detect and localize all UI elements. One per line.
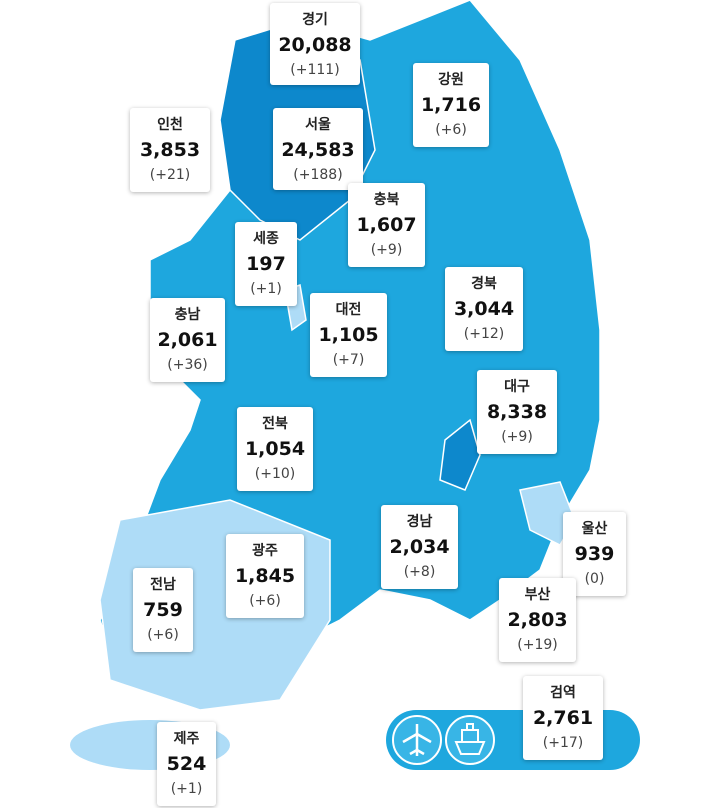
- ship-glyph: [454, 723, 486, 755]
- region-total: 2,803: [507, 609, 568, 631]
- region-card: 광주 1,845 (+6): [226, 534, 304, 618]
- region-change: (+21): [149, 167, 191, 183]
- region-name: 대구: [504, 379, 530, 395]
- region-total: 1,054: [244, 438, 306, 460]
- region-card: 부산 2,803 (+19): [499, 578, 576, 662]
- region-card: 세종 197 (+1): [235, 222, 297, 306]
- region-name: 제주: [173, 731, 200, 747]
- region-total: 524: [166, 753, 207, 775]
- region-total: 1,845: [234, 565, 296, 587]
- region-card: 인천 3,853 (+21): [130, 108, 210, 192]
- region-card: 강원 1,716 (+6): [413, 63, 489, 147]
- region-name: 전남: [150, 577, 176, 593]
- region-change: (+8): [403, 564, 436, 580]
- region-total: 8,338: [486, 401, 548, 423]
- airplane-glyph: [402, 724, 432, 756]
- region-change: (+36): [167, 357, 208, 373]
- region-name: 대전: [335, 302, 362, 318]
- region-total: 197: [246, 253, 286, 275]
- region-change: (+6): [435, 122, 467, 138]
- region-name: 검역: [550, 685, 576, 701]
- region-card: 제주 524 (+1): [157, 722, 216, 806]
- region-name: 경북: [471, 276, 497, 292]
- region-change: (+9): [501, 429, 533, 445]
- region-change: (+12): [463, 326, 505, 342]
- region-total: 939: [574, 543, 615, 565]
- region-card: 대구 8,338 (+9): [477, 370, 557, 454]
- region-change: (+1): [170, 781, 203, 797]
- region-name: 경기: [302, 12, 328, 28]
- region-change: (+9): [370, 242, 403, 258]
- region-card: 검역 2,761 (+17): [523, 676, 603, 760]
- region-change: (+1): [250, 281, 282, 297]
- region-change: (+7): [332, 352, 365, 368]
- daegu-area: [439, 418, 481, 491]
- region-total: 2,761: [532, 707, 594, 729]
- region-card: 충북 1,607 (+9): [348, 183, 425, 267]
- region-card: 경북 3,044 (+12): [445, 267, 523, 351]
- region-change: (+6): [249, 593, 281, 609]
- ship-icon: [445, 715, 495, 765]
- region-change: (+188): [293, 167, 343, 183]
- region-name: 울산: [581, 521, 608, 537]
- region-card: 전북 1,054 (+10): [237, 407, 313, 491]
- region-name: 서울: [305, 117, 331, 133]
- region-total: 3,853: [139, 139, 201, 161]
- region-total: 1,105: [318, 324, 379, 346]
- region-name: 광주: [252, 543, 278, 559]
- region-total: 1,607: [356, 214, 417, 236]
- region-card: 경기 20,088 (+111): [270, 3, 360, 85]
- region-name: 세종: [253, 231, 279, 247]
- region-card: 서울 24,583 (+188): [273, 108, 363, 190]
- region-total: 24,583: [281, 139, 355, 161]
- region-name: 충남: [174, 307, 201, 323]
- region-total: 20,088: [278, 34, 352, 56]
- region-total: 3,044: [453, 298, 515, 320]
- region-change: (0): [584, 571, 605, 587]
- region-change: (+111): [290, 62, 340, 78]
- region-card: 충남 2,061 (+36): [150, 298, 225, 382]
- region-change: (+19): [517, 637, 558, 653]
- region-total: 2,061: [157, 329, 218, 351]
- region-total: 759: [143, 599, 183, 621]
- region-change: (+10): [254, 466, 296, 482]
- region-name: 부산: [524, 587, 551, 603]
- region-name: 강원: [438, 72, 464, 88]
- region-name: 인천: [157, 117, 183, 133]
- region-change: (+17): [542, 735, 584, 751]
- region-card: 대전 1,105 (+7): [310, 293, 387, 377]
- region-total: 1,716: [420, 94, 482, 116]
- region-change: (+6): [147, 627, 179, 643]
- region-card: 전남 759 (+6): [133, 568, 193, 652]
- region-card: 경남 2,034 (+8): [381, 505, 458, 589]
- region-name: 충북: [373, 192, 400, 208]
- region-total: 2,034: [389, 536, 450, 558]
- region-name: 전북: [262, 416, 288, 432]
- region-name: 경남: [406, 514, 433, 530]
